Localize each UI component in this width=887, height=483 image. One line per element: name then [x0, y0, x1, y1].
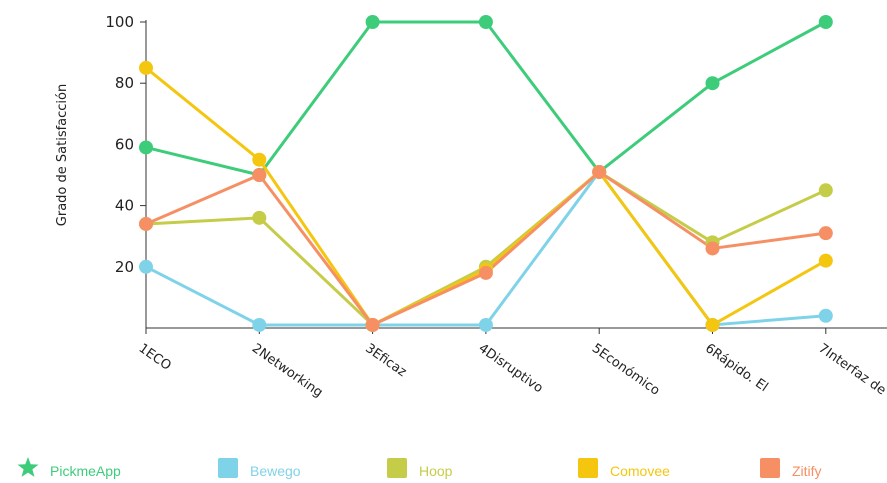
data-point-pickmeapp [139, 140, 153, 154]
series-points [139, 15, 833, 332]
series-line-hoop [146, 172, 826, 325]
legend: PickmeApp Bewego Hoop Comovee Zitify [18, 457, 822, 479]
y-tick-label: 60 [115, 135, 134, 153]
y-tick-label: 80 [115, 74, 134, 92]
axis-labels: 20 40 60 80 100 1ECO 2Networking 3Eficaz 4Disrup… [105, 13, 887, 401]
x-category-label: 3Eficaz [362, 341, 409, 380]
x-category-label: 6Rápido. El [702, 341, 770, 395]
data-point-bewego [479, 318, 493, 332]
series-line-bewego [146, 172, 826, 325]
y-tick-label: 20 [115, 258, 134, 276]
y-axis-title: Grado de Satisfacción [55, 84, 70, 226]
x-category-label: 5Económico [589, 341, 662, 399]
data-point-bewego [819, 309, 833, 323]
data-point-zitify [706, 241, 720, 255]
legend-swatch-hoop [387, 458, 407, 478]
x-category-label: 1ECO [136, 341, 174, 374]
data-point-pickmeapp [819, 15, 833, 29]
data-point-zitify [592, 165, 606, 179]
legend-label-bewego: Bewego [250, 463, 301, 479]
data-point-comovee [252, 153, 266, 167]
data-point-hoop [819, 183, 833, 197]
x-category-label: 4Disruptivo [476, 341, 546, 396]
data-point-comovee [819, 254, 833, 268]
legend-label-pickmeapp: PickmeApp [50, 463, 121, 479]
y-tick-label: 100 [105, 13, 134, 31]
legend-label-zitify: Zitify [792, 463, 822, 479]
data-point-zitify [479, 266, 493, 280]
series-line-zitify [146, 172, 826, 325]
data-point-zitify [252, 168, 266, 182]
data-point-comovee [706, 318, 720, 332]
x-category-label: 7Interfaz de [816, 341, 887, 398]
legend-label-comovee: Comovee [610, 463, 670, 479]
data-point-bewego [139, 260, 153, 274]
data-point-zitify [366, 318, 380, 332]
legend-label-hoop: Hoop [419, 463, 453, 479]
data-point-pickmeapp [479, 15, 493, 29]
x-category-label: 2Networking [249, 341, 325, 401]
data-point-pickmeapp [706, 76, 720, 90]
data-point-hoop [252, 211, 266, 225]
legend-swatch-zitify [760, 458, 780, 478]
data-point-comovee [139, 61, 153, 75]
series-line-comovee [146, 68, 826, 325]
legend-swatch-comovee [578, 458, 598, 478]
legend-star-icon-pickmeapp [18, 457, 39, 477]
data-point-zitify [139, 217, 153, 231]
legend-swatch-bewego [218, 458, 238, 478]
data-point-bewego [252, 318, 266, 332]
y-tick-label: 40 [115, 197, 134, 215]
data-point-zitify [819, 226, 833, 240]
data-point-pickmeapp [366, 15, 380, 29]
